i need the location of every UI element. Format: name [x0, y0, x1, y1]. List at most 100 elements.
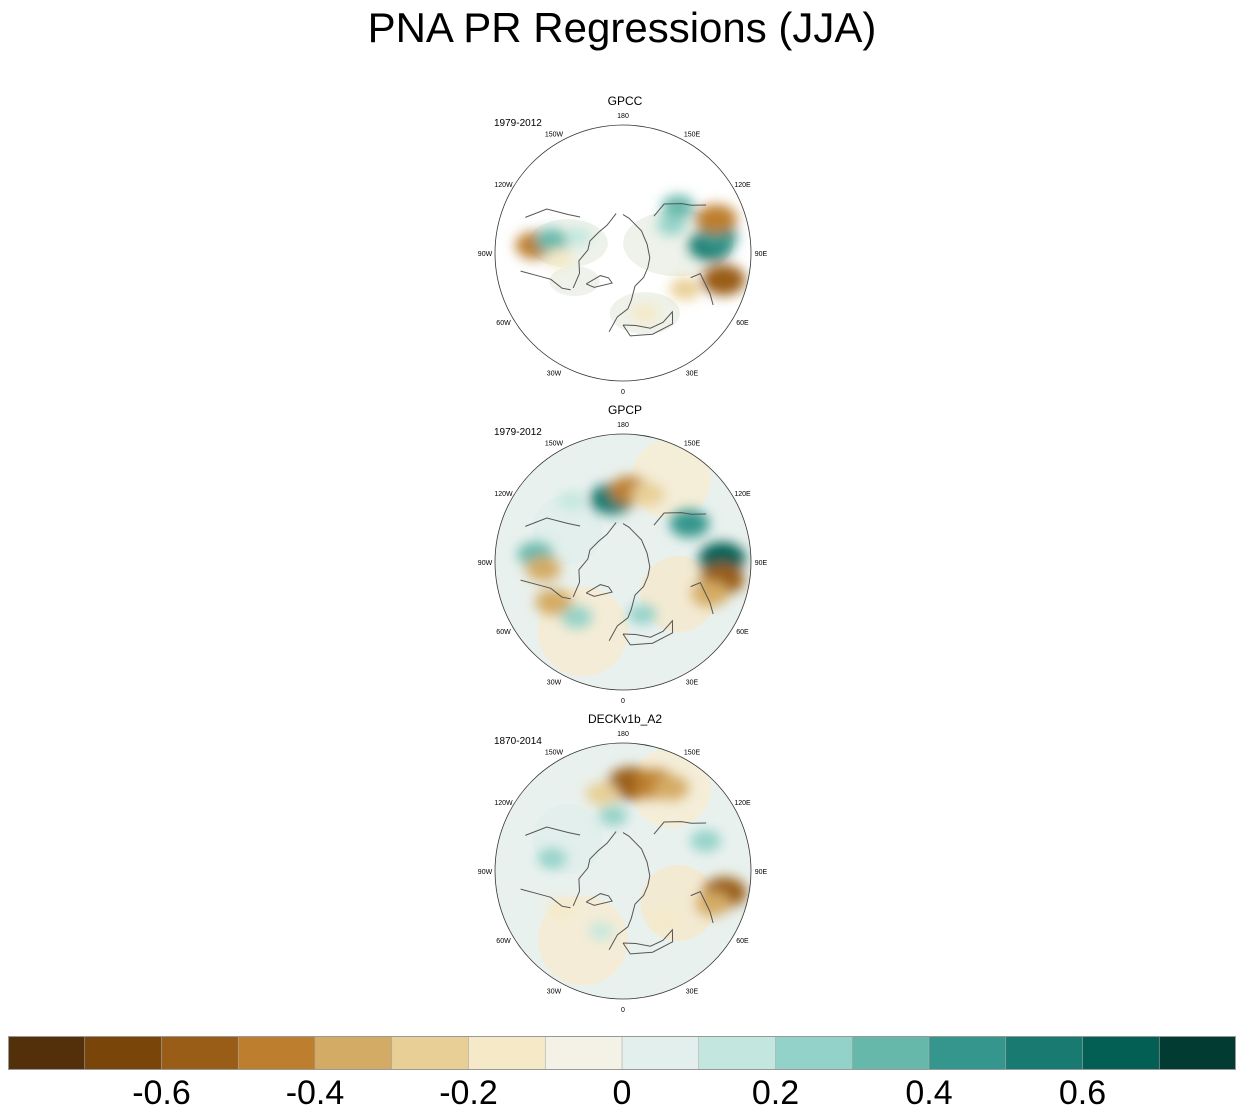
- chart-title: PNA PR Regressions (JJA): [367, 4, 877, 51]
- longitude-label: 120W: [494, 800, 513, 807]
- longitude-label: 60E: [736, 938, 749, 945]
- longitude-label: 120W: [494, 182, 513, 189]
- longitude-label: 30E: [686, 680, 699, 687]
- colorbar-tick-label: 0.2: [751, 1074, 800, 1112]
- anomaly-blob: [630, 303, 660, 324]
- polar-map: 180 150E 120E 90E 60E 30E 0 30W 60W 90W 120W 150W: [478, 113, 768, 394]
- longitude-label: 180: [617, 113, 629, 120]
- longitude-label: 60W: [496, 320, 511, 327]
- longitude-label: 120E: [734, 182, 751, 189]
- map-border: [494, 124, 752, 382]
- longitude-label: 90W: [478, 251, 493, 258]
- map-background: [495, 125, 751, 381]
- field-patch: [640, 556, 717, 632]
- panel-title: GPCC: [607, 94, 643, 108]
- longitude-label: 90E: [755, 560, 768, 567]
- colorbar-swatch: [544, 1036, 623, 1070]
- colorbar-swatch: [84, 1036, 163, 1070]
- longitude-label: 180: [617, 731, 629, 738]
- longitude-label: 0: [621, 1007, 625, 1012]
- longitude-label: 150E: [684, 132, 701, 139]
- anomaly-blob: [535, 228, 569, 253]
- longitude-label: 30E: [686, 989, 699, 996]
- anomaly-blob: [525, 556, 562, 582]
- anomaly-blob: [657, 214, 686, 236]
- longitude-label: 180: [617, 422, 629, 429]
- longitude-label: 120W: [494, 491, 513, 498]
- longitude-label: 150W: [545, 441, 564, 448]
- colorbar-tick-label: 0: [612, 1074, 632, 1112]
- polar-map: 180 150E 120E 90E 60E 30E 0 30W 60W 90W 120W 150W: [478, 422, 768, 703]
- longitude-label: 150W: [545, 132, 564, 139]
- anomaly-blob: [691, 580, 730, 607]
- colorbar-swatch: [775, 1036, 854, 1070]
- field-patch: [631, 438, 711, 519]
- colorbar-swatch: [1005, 1036, 1084, 1070]
- longitude-label: 90E: [755, 251, 768, 258]
- colorbar-swatch: [621, 1036, 700, 1070]
- anomaly-blob: [585, 782, 619, 806]
- longitude-label: 120E: [734, 491, 751, 498]
- anomaly-blob: [544, 248, 574, 269]
- map-panel: 180 150E 120E 90E 60E 30E 0 30W 60W 90W 120W 150W GP…: [470, 94, 780, 394]
- map-border: [494, 742, 752, 1000]
- polar-map: 180 150E 120E 90E 60E 30E 0 30W 60W 90W 120W 150W: [478, 731, 768, 1012]
- longitude-label: 30W: [547, 989, 562, 996]
- longitude-label: 150W: [545, 750, 564, 757]
- colorbar-tick-label: 0.6: [1058, 1074, 1107, 1112]
- anomaly-blob: [534, 588, 573, 616]
- anomaly-blob: [537, 848, 567, 869]
- colorbar-swatch: [161, 1036, 240, 1070]
- colorbar-swatch: [851, 1036, 930, 1070]
- longitude-label: 60E: [736, 629, 749, 636]
- anomaly-blob: [695, 204, 738, 234]
- anomaly-blob: [558, 491, 585, 511]
- anomaly-blob: [547, 897, 574, 917]
- longitude-label: 60E: [736, 320, 749, 327]
- longitude-label: 90E: [755, 869, 768, 876]
- longitude-label: 30W: [547, 680, 562, 687]
- longitude-label: 90W: [478, 869, 493, 876]
- panel-title: GPCP: [607, 403, 642, 417]
- colorbar-swatch: [391, 1036, 470, 1070]
- longitude-label: 30E: [686, 371, 699, 378]
- panel-period: 1979-2012: [494, 427, 542, 438]
- panel-period: 1979-2012: [494, 118, 542, 129]
- colorbar-tick-label: 0.4: [905, 1074, 953, 1112]
- longitude-label: 60W: [496, 938, 511, 945]
- longitude-label: 0: [621, 698, 625, 703]
- anomaly-blob: [669, 509, 710, 538]
- colorbar-swatch: [237, 1036, 316, 1070]
- longitude-label: 150E: [684, 441, 701, 448]
- map-panel: 180 150E 120E 90E 60E 30E 0 30W 60W 90W 120W 150W GP…: [470, 403, 780, 703]
- colorbar-border: [8, 1036, 1236, 1070]
- anomaly-blob: [561, 606, 593, 629]
- map-panel: 180 150E 120E 90E 60E 30E 0 30W 60W 90W 120W 150W DE…: [470, 712, 780, 1012]
- longitude-label: 150E: [684, 750, 701, 757]
- map-border: [494, 433, 752, 691]
- colorbar-tick-label: -0.6: [132, 1074, 191, 1112]
- colorbar-swatch: [8, 1036, 86, 1070]
- colorbar-swatch: [314, 1036, 393, 1070]
- longitude-label: 90W: [478, 560, 493, 567]
- anomaly-blob: [669, 278, 701, 300]
- anomaly-blob: [588, 922, 614, 940]
- colorbar-swatch: [698, 1036, 777, 1070]
- anomaly-blob: [695, 891, 731, 917]
- longitude-label: 30W: [547, 371, 562, 378]
- anomaly-blob: [653, 775, 689, 801]
- anomaly-blob: [661, 195, 695, 219]
- anomaly-blob: [650, 910, 678, 930]
- colorbar-swatch: [1082, 1036, 1161, 1070]
- anomaly-blob: [627, 604, 657, 625]
- anomaly-blob: [631, 482, 665, 506]
- longitude-label: 0: [621, 389, 625, 394]
- colorbar: [8, 1036, 1236, 1070]
- coastlines: [520, 821, 714, 955]
- anomaly-blob: [598, 805, 628, 826]
- colorbar-swatch: [1158, 1036, 1236, 1070]
- field-patch: [538, 895, 628, 986]
- colorbar-tick-label: -0.2: [439, 1074, 498, 1112]
- colorbar-swatch: [928, 1036, 1007, 1070]
- anomaly-blob: [564, 227, 592, 246]
